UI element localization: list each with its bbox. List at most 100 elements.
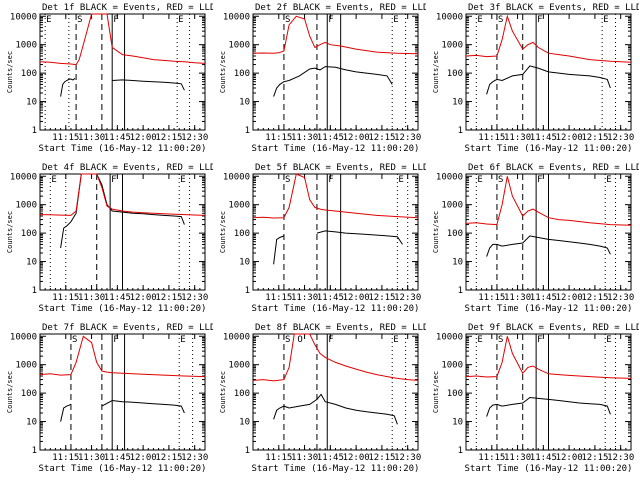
x-tick-label: 12:00	[556, 453, 583, 463]
lld-series-line	[252, 333, 419, 382]
x-tick-label: 11:45	[104, 133, 131, 143]
y-tick-label: 10	[452, 258, 463, 268]
marker-label: F	[328, 175, 333, 185]
y-tick-label: 1000	[441, 361, 463, 371]
chart-title: Det 3f BLACK = Events, RED = LLD	[468, 3, 639, 13]
x-tick-label: 12:30	[394, 133, 421, 143]
y-axis-label: Counts/sec	[6, 371, 14, 413]
y-tick-label: 10000	[436, 172, 463, 182]
marker-label: E	[398, 175, 403, 185]
marker-label: E	[393, 15, 398, 25]
x-axis-label: Start Time (16-May-12 11:00:20)	[252, 304, 420, 314]
y-tick-label: 10000	[223, 172, 250, 182]
y-tick-label: 100	[234, 229, 250, 239]
marker-label: S	[72, 335, 77, 345]
marker-label: F	[537, 175, 542, 185]
lld-series-line	[252, 15, 419, 55]
x-tick-label: 12:15	[368, 453, 395, 463]
lld-series-line	[465, 336, 632, 379]
marker-label: S	[285, 335, 290, 345]
y-tick-label: 1000	[15, 41, 37, 51]
x-tick-label: 12:30	[607, 453, 634, 463]
x-tick-label: 12:00	[130, 293, 157, 303]
plot-frame	[39, 333, 206, 451]
x-tick-label: 11:30	[504, 133, 531, 143]
x-tick-label: 11:45	[530, 453, 557, 463]
x-tick-label: 11:45	[317, 453, 344, 463]
y-tick-label: 10	[26, 258, 37, 268]
marker-label: F	[113, 15, 118, 25]
y-tick-label: 10	[239, 258, 250, 268]
x-tick-label: 12:00	[556, 133, 583, 143]
y-tick-label: 100	[447, 229, 463, 239]
lld-series-line	[465, 176, 632, 226]
marker-label: E	[180, 175, 185, 185]
x-tick-label: 12:30	[181, 293, 208, 303]
chart-title: Det 7f BLACK = Events, RED = LLD	[42, 323, 213, 333]
marker-label: E	[477, 15, 482, 25]
x-tick-label: 11:15	[265, 133, 292, 143]
y-tick-label: 1000	[15, 361, 37, 371]
events-series-line	[60, 77, 76, 97]
x-tick-label: 11:15	[478, 133, 505, 143]
x-tick-label: 11:15	[478, 293, 505, 303]
x-tick-label: 12:15	[155, 453, 182, 463]
y-tick-label: 10000	[436, 12, 463, 22]
x-tick-label: 11:15	[265, 293, 292, 303]
marker-label: E	[603, 15, 608, 25]
events-series-line	[273, 66, 393, 97]
x-tick-label: 12:00	[130, 453, 157, 463]
marker-label: S	[498, 15, 503, 25]
y-axis-label: Counts/sec	[219, 211, 227, 253]
y-tick-label: 10	[239, 418, 250, 428]
x-tick-label: 12:30	[181, 453, 208, 463]
x-tick-label: 12:15	[581, 293, 608, 303]
y-tick-label: 10	[26, 98, 37, 108]
plot-frame	[252, 13, 419, 131]
x-tick-label: 12:30	[607, 133, 634, 143]
y-tick-label: 1000	[441, 41, 463, 51]
detector-chart: Det 7f BLACK = Events, RED = LLD 1 10 100 10…	[6, 323, 213, 474]
marker-label: E	[606, 335, 611, 345]
y-tick-label: 100	[21, 389, 37, 399]
x-tick-label: 12:15	[581, 453, 608, 463]
marker-label: E	[178, 15, 183, 25]
events-series-line	[273, 235, 285, 265]
y-tick-label: 1	[458, 286, 463, 296]
detector-chart: Det 1f BLACK = Events, RED = LLD 1 10 100 10…	[6, 3, 213, 154]
x-axis-label: Start Time (16-May-12 11:00:20)	[465, 464, 633, 474]
x-axis-label: Start Time (16-May-12 11:00:20)	[39, 144, 207, 154]
marker-label: E	[477, 335, 482, 345]
x-tick-label: 12:15	[155, 133, 182, 143]
y-tick-label: 10000	[223, 332, 250, 342]
x-tick-label: 12:00	[343, 293, 370, 303]
x-tick-label: 11:30	[291, 293, 318, 303]
events-series-line	[101, 399, 185, 414]
y-axis-label: Counts/sec	[432, 211, 440, 253]
marker-label: F	[111, 175, 116, 185]
x-tick-label: 12:15	[368, 133, 395, 143]
marker-label: S	[77, 15, 82, 25]
events-series-line	[60, 403, 72, 422]
marker-label: F	[537, 15, 542, 25]
x-tick-label: 11:30	[504, 453, 531, 463]
x-axis-label: Start Time (16-May-12 11:00:20)	[252, 464, 420, 474]
detector-chart: Det 2f BLACK = Events, RED = LLD 1 10 100 10…	[219, 3, 426, 154]
y-tick-label: 1	[32, 286, 37, 296]
x-tick-label: 12:30	[394, 293, 421, 303]
x-tick-label: 11:15	[52, 293, 79, 303]
x-tick-label: 11:30	[78, 293, 105, 303]
x-tick-label: 11:15	[265, 453, 292, 463]
marker-label: E	[180, 335, 185, 345]
x-tick-label: 11:30	[78, 133, 105, 143]
x-tick-label: 11:30	[504, 293, 531, 303]
events-series-line	[60, 173, 185, 249]
y-axis-label: Counts/sec	[6, 211, 14, 253]
y-tick-label: 1	[245, 126, 250, 136]
detector-chart: Det 9f BLACK = Events, RED = LLD 1 10 100 10…	[432, 323, 639, 474]
y-tick-label: 1	[245, 446, 250, 456]
x-axis-label: Start Time (16-May-12 11:00:20)	[252, 144, 420, 154]
marker-label: F	[328, 335, 333, 345]
x-tick-label: 12:00	[130, 133, 157, 143]
x-tick-label: 11:45	[104, 453, 131, 463]
